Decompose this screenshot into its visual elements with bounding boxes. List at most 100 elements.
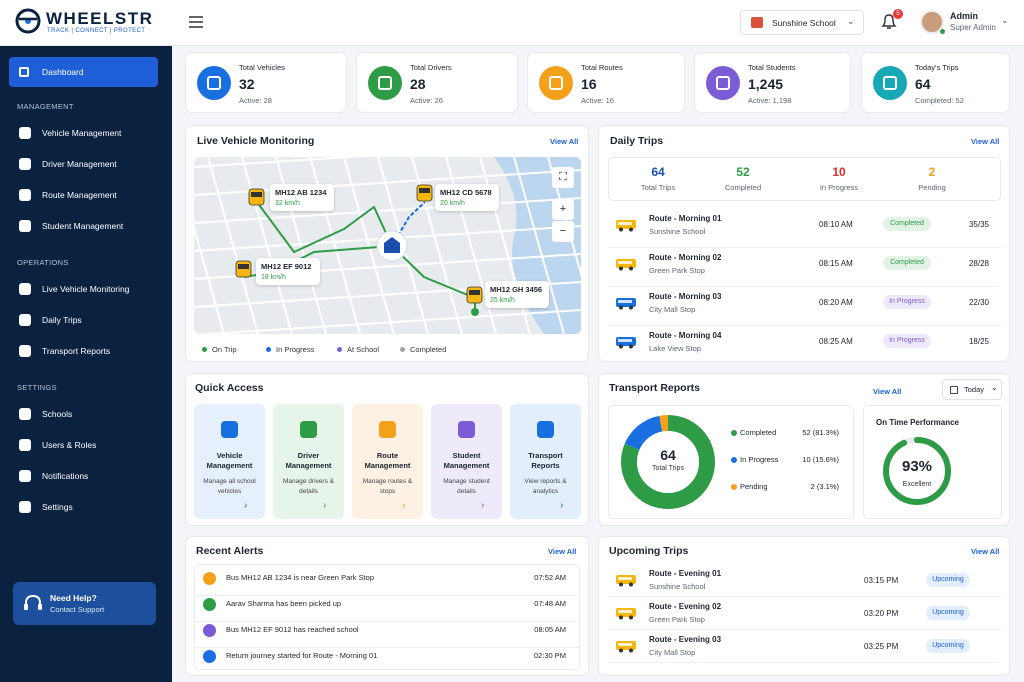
nav-label[interactable]: Driver Management: [42, 159, 117, 169]
logo-icon: [15, 8, 41, 34]
tile-desc: Manage routes & stops: [362, 478, 413, 495]
trip-stop: City Mall Stop: [649, 648, 696, 657]
nav-label[interactable]: Vehicle Management: [42, 128, 122, 138]
bell-icon[interactable]: [880, 13, 898, 31]
legend-label: On Trip: [212, 345, 237, 354]
quick-access-tile[interactable]: Transport Reports View reports & analytic…: [510, 404, 581, 519]
vehicle-plate: MH12 GH 3456: [490, 285, 543, 294]
summary-value: 64: [651, 165, 665, 179]
vehicle-label[interactable]: MH12 EF 9012 18 km/h: [256, 258, 320, 285]
nav-label[interactable]: Daily Trips: [42, 315, 82, 325]
vehicle-label[interactable]: MH12 CD 5678 20 km/h: [435, 184, 499, 211]
shape: [619, 344, 623, 349]
row-divider: [195, 595, 579, 596]
vehicle-plate: MH12 AB 1234: [275, 188, 327, 197]
quick-access-tile[interactable]: Vehicle Management Manage all school vehi…: [194, 404, 265, 519]
stat-sub: Active: 28: [239, 96, 272, 105]
legend-dot: [337, 347, 342, 352]
tile-arrow: ›: [481, 500, 485, 511]
nav-label[interactable]: Route Management: [42, 190, 117, 200]
brand-tagline: TRACK | CONNECT | PROTECT: [47, 28, 146, 34]
trip-route: Route - Morning 02: [649, 253, 722, 262]
stat-card: Total Drivers 28 Active: 26: [356, 52, 518, 113]
road: [194, 309, 581, 334]
trip-route: Route - Evening 02: [649, 602, 722, 611]
shape: [619, 615, 623, 620]
summary-label: In Progress: [819, 183, 859, 192]
donut-hole: [637, 431, 699, 493]
nav-label[interactable]: Dashboard: [42, 67, 84, 77]
recent-alerts-panel: Recent Alerts View All Bus MH12 AB 1234 is…: [185, 536, 589, 676]
user-chevron[interactable]: ⌄: [1001, 15, 1009, 25]
route-line: [256, 201, 393, 254]
alert-text: Bus MH12 EF 9012 has reached school: [226, 625, 359, 634]
view-all[interactable]: View All: [873, 387, 902, 396]
shape: [629, 615, 633, 620]
vehicle-label[interactable]: MH12 GH 3456 25 km/h: [485, 281, 549, 308]
legend-dot: [266, 347, 271, 352]
dropdown-chevron: ⌄: [991, 383, 998, 392]
road: [194, 157, 365, 168]
help-subtitle: Contact Support: [50, 605, 105, 614]
legend-dot: [731, 484, 737, 490]
trip-count: 22/30: [968, 298, 989, 307]
view-all[interactable]: View All: [548, 547, 577, 556]
daily-trips-panel: Daily Trips View All 64 Total Trips 52 Comple…: [598, 125, 1010, 362]
map-control[interactable]: −: [552, 221, 574, 242]
nav-label[interactable]: Transport Reports: [42, 346, 111, 356]
bus-icon: [616, 608, 636, 620]
nav-label[interactable]: Settings: [42, 502, 73, 512]
nav-item-active[interactable]: [9, 57, 158, 87]
tile-icon: [458, 421, 475, 438]
quick-access-tile[interactable]: Student Management Manage student details…: [431, 404, 502, 519]
alert-text: Aarav Sharma has been picked up: [226, 599, 342, 608]
stat-icon-glyph: [883, 76, 897, 90]
help-title: Need Help?: [50, 593, 97, 603]
on-time-caption: Excellent: [902, 481, 932, 488]
trip-stop: City Mall Stop: [649, 305, 696, 314]
view-all[interactable]: View All: [971, 137, 1000, 146]
bus-marker: [469, 290, 480, 295]
vehicle-plate: MH12 CD 5678: [440, 188, 492, 197]
row-divider: [608, 596, 1001, 597]
vehicle-speed: 20 km/h: [440, 200, 465, 207]
row-divider: [608, 247, 1001, 248]
school-selector[interactable]: Sunshine School ⌄: [740, 10, 864, 35]
nav-label[interactable]: Users & Roles: [42, 440, 97, 450]
help-box[interactable]: Need Help? Contact Support: [13, 582, 156, 625]
calendar-icon: [950, 386, 958, 394]
quick-access-tile[interactable]: Driver Management Manage drivers & detail…: [273, 404, 344, 519]
nav-icon: [19, 67, 29, 77]
nav-label[interactable]: Student Management: [42, 221, 124, 231]
school-marker: [384, 237, 400, 253]
road: [207, 157, 259, 334]
quick-access-tile[interactable]: Route Management Manage routes & stops ›: [352, 404, 423, 519]
nav-icon: [19, 345, 31, 357]
ring-arc: [883, 437, 951, 505]
summary-box: [608, 157, 1001, 201]
nav-icon: [19, 189, 31, 201]
stat-icon: [539, 66, 573, 100]
row-divider: [608, 325, 1001, 326]
nav-label[interactable]: Schools: [42, 409, 73, 419]
vehicle-label[interactable]: MH12 AB 1234 32 km/h: [270, 184, 334, 211]
sidebar: [0, 46, 172, 682]
period-selector[interactable]: Today ⌄: [942, 379, 1002, 400]
map-control[interactable]: +: [552, 199, 574, 220]
online-dot: [939, 28, 946, 35]
view-all[interactable]: View All: [550, 137, 579, 146]
shape: [619, 582, 623, 587]
trip-count: 18/25: [968, 337, 989, 346]
tile-arrow: ›: [323, 500, 327, 511]
alert-text: Bus MH12 AB 1234 is near Green Park Stop: [226, 573, 374, 582]
legend-label: Pending: [740, 482, 768, 491]
legend-label: In Progress: [276, 345, 315, 354]
map-control[interactable]: ⛶: [552, 167, 574, 188]
alert-time: 02:30 PM: [533, 651, 566, 660]
alert-icon: [203, 598, 216, 611]
view-all[interactable]: View All: [971, 547, 1000, 556]
nav-label[interactable]: Live Vehicle Monitoring: [42, 284, 130, 294]
nav-label[interactable]: Notifications: [42, 471, 89, 481]
row-divider: [608, 629, 1001, 630]
menu-button[interactable]: [188, 15, 204, 29]
